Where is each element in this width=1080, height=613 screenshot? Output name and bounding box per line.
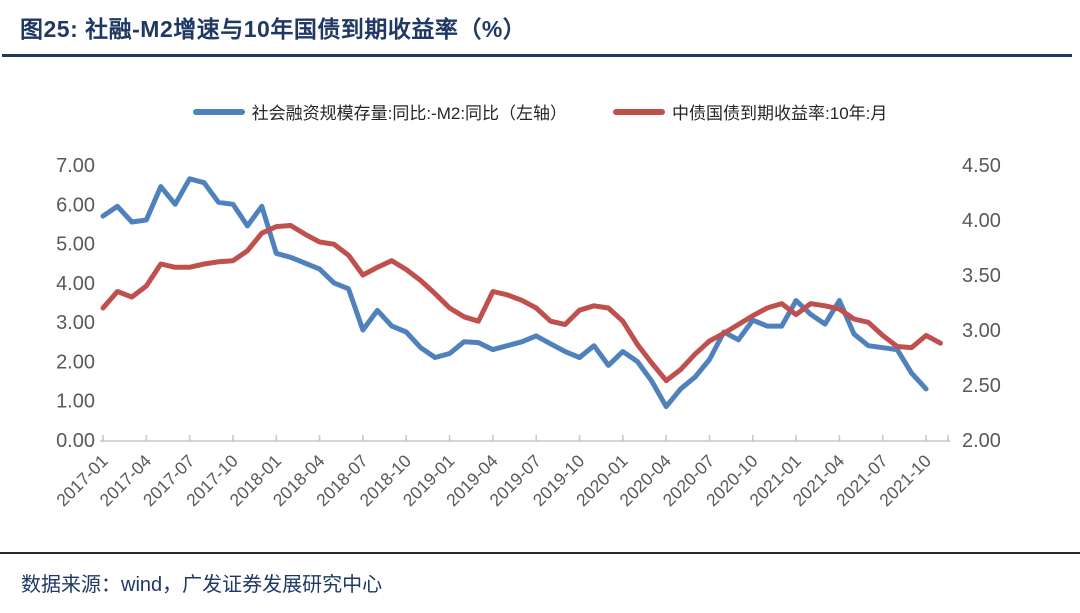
y-axis-right: 4.50 4.00 3.50 3.00 2.50 2.00 xyxy=(962,155,1001,452)
figure-title: 图25: 社融-M2增速与10年国债到期收益率（%） xyxy=(20,16,527,42)
legend-label-sf-m2: 社会融资规模存量:同比:-M2:同比（左轴） xyxy=(251,104,568,123)
series-line-cgb-yield xyxy=(100,223,943,384)
y-axis-left: 7.00 6.00 5.00 4.00 3.00 2.00 1.00 0.00 xyxy=(56,155,95,452)
legend-line-marker-blue xyxy=(192,108,245,115)
legend-line-marker-red xyxy=(613,108,666,115)
svg-text:1.00: 1.00 xyxy=(56,391,95,413)
svg-text:3.00: 3.00 xyxy=(56,312,95,334)
data-source-note: 数据来源：wind，广发证券发展研究中心 xyxy=(21,574,383,596)
svg-text:4.50: 4.50 xyxy=(962,155,1001,177)
x-axis xyxy=(100,435,950,442)
svg-text:2.50: 2.50 xyxy=(962,375,1001,397)
legend-item-cgb-yield: 中债国债到期收益率:10年:月 xyxy=(613,99,887,124)
svg-text:0.00: 0.00 xyxy=(56,430,95,452)
x-axis-labels: 2017-012017-042017-072017-102018-012018-… xyxy=(52,451,935,511)
svg-text:3.00: 3.00 xyxy=(962,320,1001,342)
title-underline xyxy=(2,54,1072,57)
svg-text:5.00: 5.00 xyxy=(56,234,95,256)
svg-text:2.00: 2.00 xyxy=(962,430,1001,452)
svg-text:3.50: 3.50 xyxy=(962,265,1001,287)
legend-label-cgb-yield: 中债国债到期收益率:10年:月 xyxy=(672,104,888,123)
chart-legend: 社会融资规模存量:同比:-M2:同比（左轴） 中债国债到期收益率:10年:月 xyxy=(0,99,1080,124)
legend-item-sf-m2: 社会融资规模存量:同比:-M2:同比（左轴） xyxy=(192,99,568,124)
svg-text:7.00: 7.00 xyxy=(56,155,95,177)
footer-divider xyxy=(0,552,1080,554)
svg-text:4.00: 4.00 xyxy=(962,210,1001,232)
svg-text:6.00: 6.00 xyxy=(56,194,95,216)
svg-text:2.00: 2.00 xyxy=(56,351,95,373)
series-line-sf-m2 xyxy=(100,176,929,410)
svg-text:4.00: 4.00 xyxy=(56,273,95,295)
